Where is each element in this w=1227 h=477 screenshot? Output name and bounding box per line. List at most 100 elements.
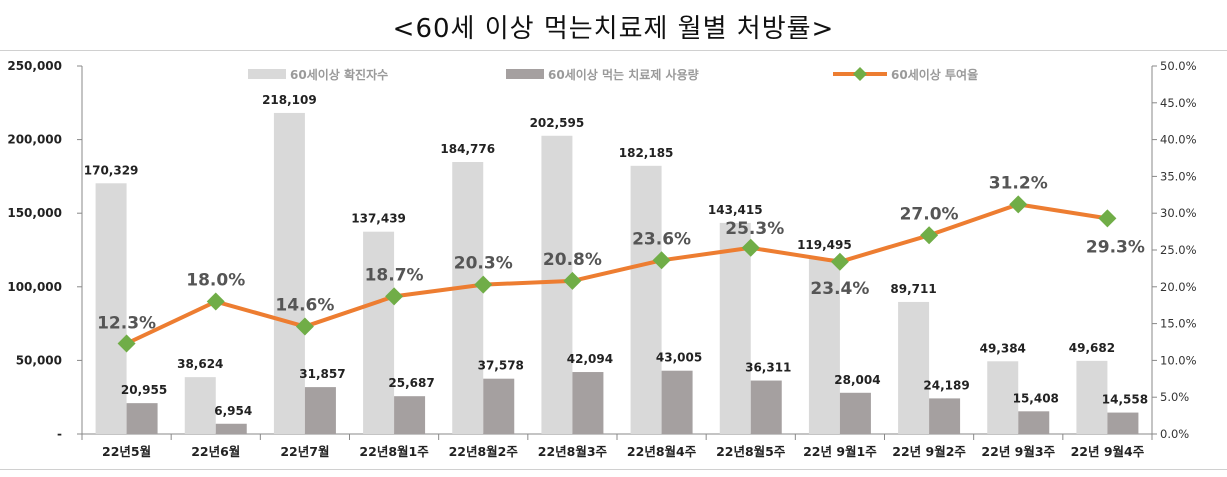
label-usage: 42,094 [567,352,613,366]
left-tick-label: 100,000 [7,280,62,294]
rate-marker [741,238,760,257]
right-tick-label: 0.0% [1160,427,1189,441]
rate-marker [1009,195,1028,214]
label-rate: 14.6% [275,296,334,316]
rate-line [125,202,1108,346]
rate-marker [117,334,136,353]
x-tick-label: 22년8월4주 [627,444,697,459]
bar-usage [750,380,782,434]
bar-confirmed [273,112,305,435]
x-tick-label: 22년 9월1주 [803,444,877,459]
series-confirmed-bars [95,112,1108,435]
bar-usage [1018,411,1050,434]
label-usage: 6,954 [214,404,252,418]
bar-confirmed [1076,360,1108,434]
label-confirmed: 182,185 [619,146,674,160]
right-tick-label: 40.0% [1160,133,1197,147]
bar-usage [394,396,426,434]
label-rate: 12.3% [97,313,156,333]
legend-swatch-usage [506,69,544,79]
label-usage: 25,687 [388,376,434,390]
legend-marker-rate [853,67,867,81]
bar-confirmed [363,231,395,434]
chart-title: <60세 이상 먹는치료제 월별 처방률> [392,14,835,44]
x-tick-label: 22년 9월4주 [1071,444,1145,459]
label-usage: 14,558 [1102,393,1148,407]
x-tick-label: 22년8월1주 [359,444,429,459]
bar-usage [929,398,961,434]
x-tick-label: 22년8월2주 [449,444,519,459]
label-rate: 23.4% [810,279,869,299]
label-usage: 43,005 [656,351,702,365]
x-tick-label: 22년8월3주 [538,444,608,459]
rate-marker [385,287,404,306]
bar-confirmed [808,258,840,434]
bar-usage [126,403,158,434]
label-rate: 25.3% [725,219,784,239]
legend-swatch-confirmed [248,69,286,79]
label-rate: 29.3% [1086,237,1145,257]
label-rate: 18.7% [365,265,424,285]
bar-confirmed [719,222,751,434]
series-rate-line [117,195,1117,353]
right-tick-label: 15.0% [1160,317,1197,331]
chart-frame [0,50,1227,470]
label-confirmed: 89,711 [890,282,936,296]
legend-label-rate: 60세이상 투여율 [891,67,978,82]
rate-marker [474,275,493,294]
series-usage-bars [126,370,1139,434]
label-confirmed: 170,329 [84,163,139,177]
axes: - 50,000 100,000 150,000 200,000 250,000 0.0% 5… [7,59,1196,459]
bar-usage [572,372,604,434]
left-tick-label: 250,000 [7,59,62,73]
bar-confirmed [452,162,484,434]
label-confirmed: 137,439 [351,212,406,226]
label-confirmed: 184,776 [440,142,495,156]
label-usage: 37,578 [478,359,524,373]
legend-label-confirmed: 60세이상 확진자수 [290,67,388,82]
bar-confirmed [630,165,662,435]
x-tick-label: 22년8월5주 [716,444,786,459]
bar-confirmed [987,361,1019,434]
label-confirmed: 38,624 [177,357,223,371]
left-tick-label: 150,000 [7,206,62,220]
bar-usage [483,378,515,434]
x-tick-label: 22년5월 [102,444,151,459]
left-tick-label: - [57,427,62,441]
bar-confirmed [184,377,216,434]
bar-confirmed [95,183,127,434]
rate-marker [920,226,939,245]
x-tick-label: 22년 9월3주 [981,444,1055,459]
label-usage: 20,955 [121,383,167,397]
label-confirmed: 49,384 [980,341,1026,355]
label-confirmed: 119,495 [797,238,852,252]
label-confirmed: 143,415 [708,203,763,217]
right-tick-label: 20.0% [1160,280,1197,294]
label-rate: 18.0% [186,271,245,291]
bar-usage [304,387,336,434]
label-usage: 24,189 [923,378,969,392]
rate-marker [206,292,225,311]
left-tick-label: 50,000 [16,353,62,367]
x-tick-label: 22년7월 [280,444,329,459]
data-labels: 170,329 38,624 218,109 137,439 184,776 202,59… [84,93,1148,418]
label-rate: 20.3% [454,254,513,274]
bar-usage [661,370,693,434]
right-tick-label: 5.0% [1160,390,1189,404]
label-usage: 15,408 [1013,391,1059,405]
rate-marker [563,271,582,290]
bar-confirmed [541,135,573,435]
label-rate: 27.0% [900,204,959,224]
label-usage: 28,004 [834,373,880,387]
label-confirmed: 218,109 [262,93,317,107]
right-tick-label: 25.0% [1160,243,1197,257]
right-tick-label: 35.0% [1160,169,1197,183]
rate-marker [652,251,671,270]
label-rate: 23.6% [632,229,691,249]
label-rate: 20.8% [543,250,602,270]
right-tick-label: 10.0% [1160,353,1197,367]
bar-usage [1107,412,1139,434]
left-tick-label: 200,000 [7,133,62,147]
bar-confirmed [898,301,930,434]
